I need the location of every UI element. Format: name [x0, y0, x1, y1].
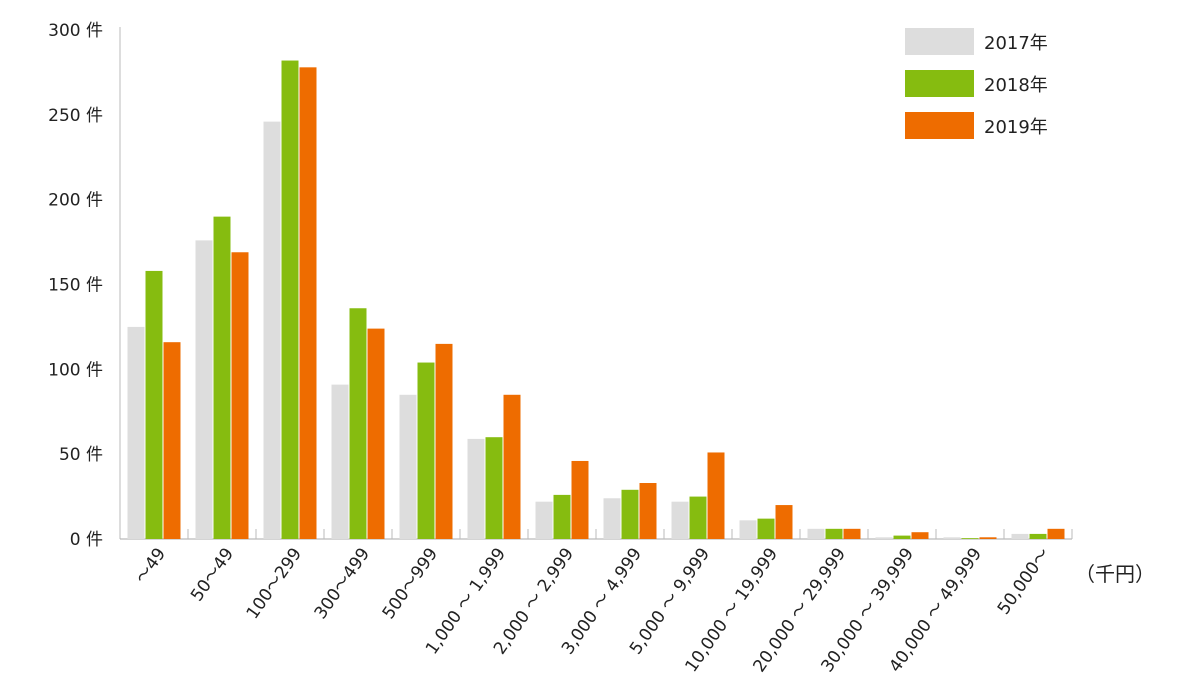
category-label: 50,000～	[994, 544, 1054, 618]
y-tick-label: 100 件	[48, 360, 103, 380]
legend-label: 2019年	[984, 117, 1048, 138]
legend-swatch-2017年	[905, 28, 974, 55]
y-tick-label: 200 件	[48, 191, 103, 211]
bar-2019年-4	[435, 343, 453, 539]
bar-2018年-7	[621, 489, 639, 539]
legend-label: 2017年	[984, 33, 1048, 54]
bar-2019年-0	[163, 342, 181, 539]
y-tick-labels: 0 件 50 件 100 件 150 件 200 件 250 件 300 件	[48, 21, 103, 550]
axes	[119, 27, 1073, 540]
legend-swatch-2018年	[905, 70, 974, 97]
bar-2018年-5	[485, 437, 503, 539]
bar-2018年-12	[961, 538, 979, 539]
y-tick-label: 250 件	[48, 106, 103, 126]
y-tick-label: 0 件	[70, 530, 103, 550]
bar-2017年-2	[263, 121, 281, 540]
legend: 2017年 2018年 2019年	[905, 28, 1048, 139]
bar-2017年-4	[399, 394, 417, 539]
bar-2019年-6	[571, 460, 589, 539]
bar-2018年-4	[417, 362, 435, 539]
bar-2018年-13	[1029, 533, 1047, 539]
bar-2018年-1	[213, 216, 231, 539]
bar-2018年-3	[349, 308, 367, 539]
category-label: ～49	[132, 544, 171, 587]
bar-2019年-10	[843, 528, 861, 539]
bar-2018年-0	[145, 270, 163, 539]
bar-2017年-6	[535, 501, 553, 539]
bar-2019年-8	[707, 452, 725, 539]
bar-2019年-7	[639, 483, 657, 539]
category-label: 300～499	[311, 544, 374, 623]
bar-2019年-9	[775, 505, 793, 539]
bar-2017年-0	[127, 326, 145, 539]
bar-2018年-9	[757, 518, 775, 539]
bar-2019年-2	[299, 67, 317, 540]
y-tick-label: 150 件	[48, 276, 103, 296]
legend-label: 2018年	[984, 75, 1048, 96]
bar-2018年-8	[689, 496, 707, 539]
category-label: 500～999	[379, 544, 442, 623]
bar-2017年-1	[195, 240, 213, 540]
bar-2019年-1	[231, 252, 249, 539]
category-label: 100～299	[243, 544, 306, 623]
bar-2018年-2	[281, 60, 299, 539]
legend-swatch-2019年	[905, 112, 974, 139]
bar-2017年-13	[1011, 533, 1029, 539]
bar-2017年-3	[331, 384, 349, 539]
y-tick-label: 300 件	[48, 21, 103, 41]
bar-2019年-5	[503, 394, 521, 539]
bar-2019年-3	[367, 328, 385, 539]
bar-2017年-7	[603, 498, 621, 539]
category-label: 50～49	[187, 544, 238, 605]
y-tick-label: 50 件	[59, 445, 103, 465]
bar-2017年-9	[739, 520, 757, 539]
bar-2017年-12	[943, 537, 961, 539]
bar-2019年-12	[979, 537, 997, 539]
bars	[127, 60, 1065, 540]
bar-2018年-11	[893, 535, 911, 539]
bar-2018年-6	[553, 494, 571, 539]
bar-2017年-10	[807, 528, 825, 539]
x-unit-label: （千円）	[1075, 562, 1155, 586]
bar-2018年-10	[825, 528, 843, 539]
bar-2019年-11	[911, 532, 929, 539]
bar-2017年-8	[671, 501, 689, 539]
bar-2017年-5	[467, 438, 485, 539]
bar-2019年-13	[1047, 528, 1065, 539]
bar-2017年-11	[875, 537, 893, 539]
